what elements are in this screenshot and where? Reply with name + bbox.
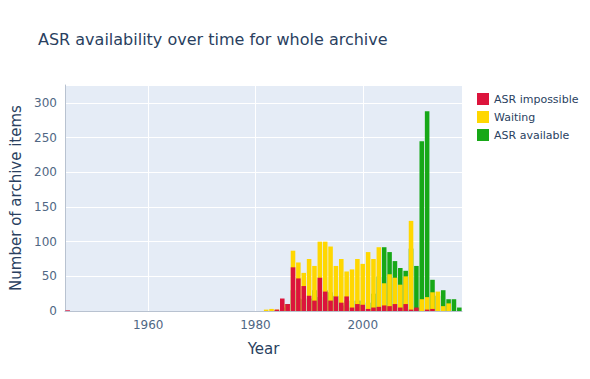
svg-text:Year: Year <box>247 340 281 358</box>
svg-text:Number of archive items: Number of archive items <box>7 105 25 291</box>
svg-text:ASR impossible: ASR impossible <box>494 93 579 106</box>
svg-text:250: 250 <box>34 131 57 145</box>
svg-text:100: 100 <box>34 235 57 249</box>
svg-text:200: 200 <box>34 165 57 179</box>
svg-text:50: 50 <box>42 269 57 283</box>
svg-text:Waiting: Waiting <box>494 111 535 124</box>
svg-text:ASR availability over time for: ASR availability over time for whole arc… <box>38 30 388 49</box>
svg-text:2000: 2000 <box>347 318 378 332</box>
svg-text:0: 0 <box>49 304 57 318</box>
svg-text:300: 300 <box>34 96 57 110</box>
svg-text:150: 150 <box>34 200 57 214</box>
svg-text:ASR available: ASR available <box>494 129 570 142</box>
svg-text:1960: 1960 <box>133 318 164 332</box>
svg-text:1980: 1980 <box>240 318 271 332</box>
